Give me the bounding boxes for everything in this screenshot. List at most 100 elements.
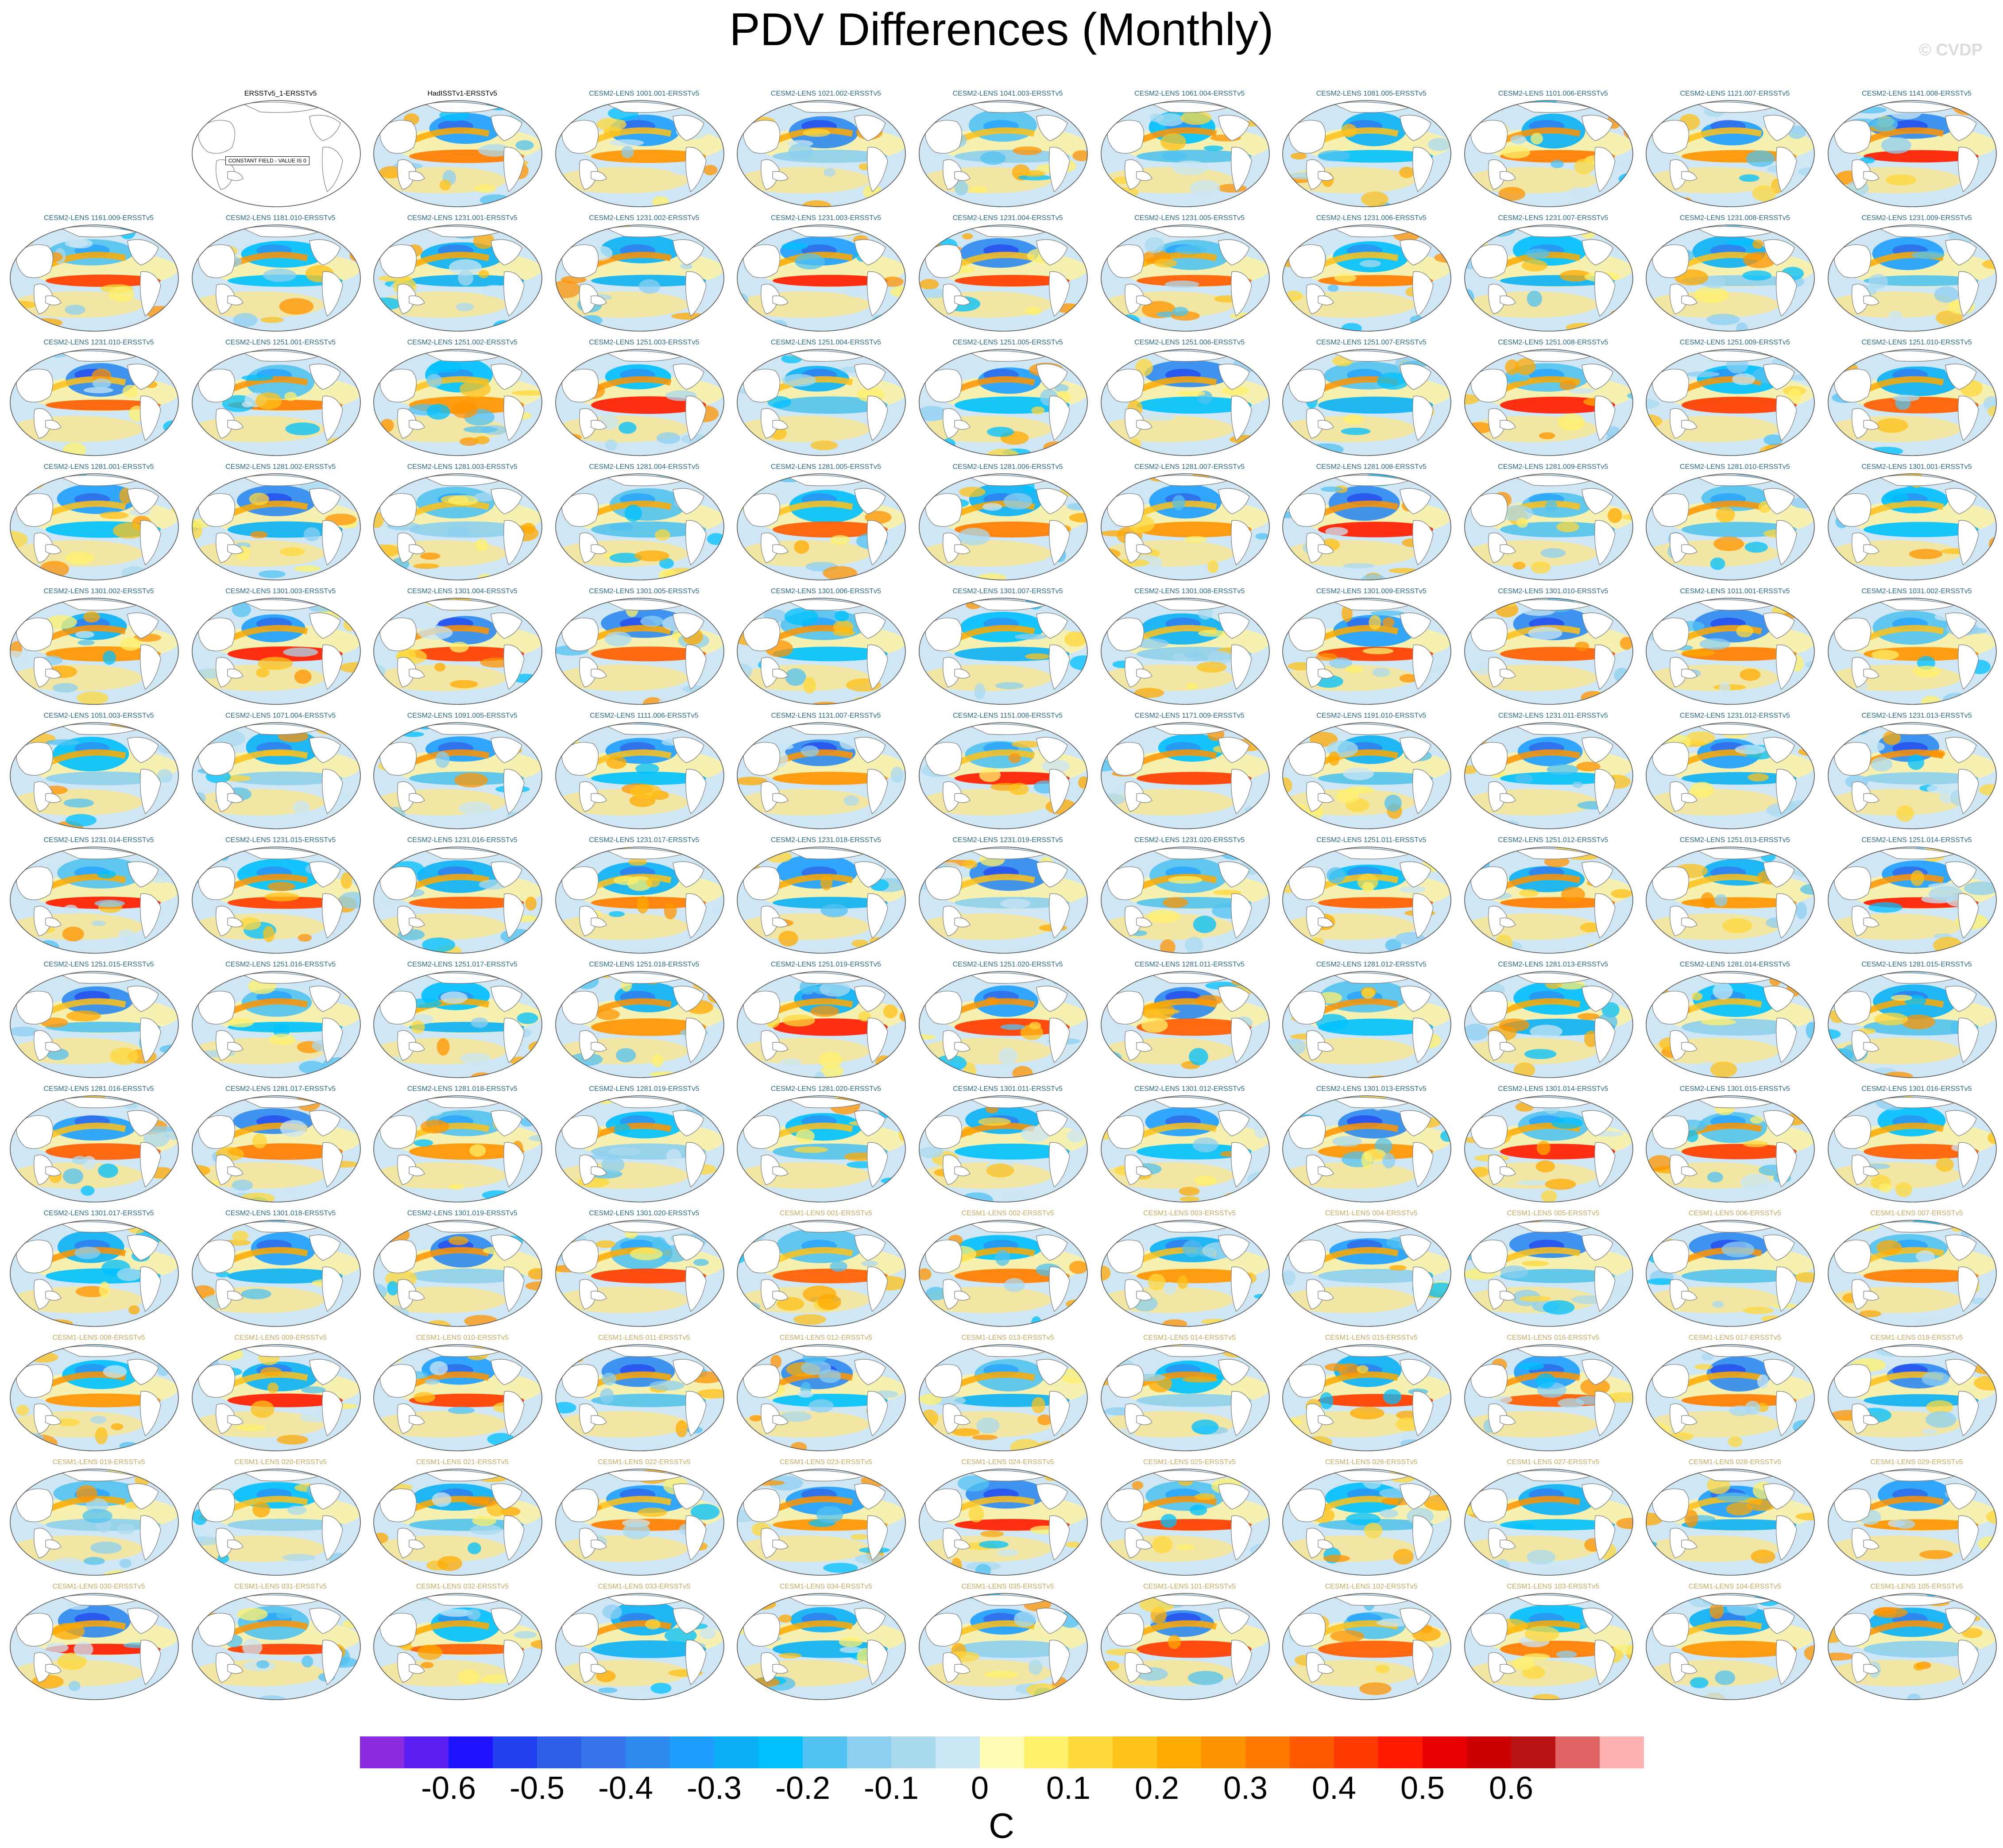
sst-difference-map (1646, 1593, 1815, 1700)
sst-difference-map (1100, 847, 1270, 954)
map-panel-title: CESM1-LENS 018-ERSSTv5 (1870, 1334, 1963, 1342)
map-panel-title: CESM2-LENS 1231.010-ERSSTv5 (43, 339, 154, 346)
colorbar-swatch (1600, 1736, 1644, 1768)
map-panel: CESM2-LENS 1111.006-ERSSTv5 (553, 712, 735, 836)
sst-difference-map (737, 224, 906, 332)
sst-difference-map (1282, 598, 1451, 705)
map-panel: CESM1-LENS 011-ERSSTv5 (553, 1334, 735, 1458)
map-panel: CESM1-LENS 013-ERSSTv5 (917, 1334, 1098, 1458)
sst-difference-map (10, 1469, 179, 1576)
map-panel: CESM1-LENS 105-ERSSTv5 (1826, 1583, 2003, 1707)
map-panel-title: CESM2-LENS 1231.009-ERSSTv5 (1861, 214, 1972, 222)
map-panel-title: CESM1-LENS 031-ERSSTv5 (234, 1583, 327, 1590)
colorbar-swatch (1334, 1736, 1378, 1768)
sst-difference-map (1828, 971, 1997, 1078)
map-panel-title: CESM1-LENS 002-ERSSTv5 (961, 1210, 1054, 1217)
map-panel: CESM2-LENS 1101.006-ERSSTv5 (1462, 90, 1644, 214)
map-panel-title: CESM1-LENS 027-ERSSTv5 (1507, 1458, 1600, 1466)
sst-difference-map (919, 1220, 1088, 1327)
map-panel: CESM2-LENS 1231.006-ERSSTv5 (1280, 214, 1462, 338)
sst-difference-map (555, 1220, 724, 1327)
map-panel: CESM2-LENS 1251.014-ERSSTv5 (1826, 836, 2003, 960)
sst-difference-map (1464, 1220, 1633, 1327)
sst-difference-map (1646, 349, 1815, 456)
map-panel-title: CESM2-LENS 1251.004-ERSSTv5 (770, 339, 881, 346)
colorbar (360, 1736, 1644, 1768)
map-panel-title: CESM2-LENS 1281.014-ERSSTv5 (1679, 961, 1790, 968)
map-panel: CESM2-LENS 1281.009-ERSSTv5 (1462, 463, 1644, 587)
map-panel-title: CESM1-LENS 022-ERSSTv5 (598, 1458, 691, 1466)
map-panel: CESM1-LENS 010-ERSSTv5 (371, 1334, 553, 1458)
map-panel-title: CESM1-LENS 030-ERSSTv5 (52, 1583, 145, 1590)
map-panel: CESM2-LENS 1281.011-ERSSTv5 (1099, 961, 1280, 1085)
colorbar-swatch (936, 1736, 980, 1768)
map-panel-title: CESM2-LENS 1231.002-ERSSTv5 (589, 214, 700, 222)
map-panel: CESM2-LENS 1301.005-ERSSTv5 (553, 588, 735, 711)
colorbar-swatch (449, 1736, 493, 1768)
map-panel: CESM1-LENS 001-ERSSTv5 (735, 1210, 916, 1334)
map-panel-title: CESM2-LENS 1281.003-ERSSTv5 (407, 463, 518, 471)
map-panel: CESM2-LENS 1281.014-ERSSTv5 (1644, 961, 1825, 1085)
colorbar-swatch (493, 1736, 537, 1768)
map-panel-title: CESM1-LENS 016-ERSSTv5 (1507, 1334, 1600, 1342)
sst-difference-map (191, 1469, 361, 1576)
sst-difference-map (1464, 971, 1633, 1078)
map-panel-title: CESM1-LENS 020-ERSSTv5 (234, 1458, 327, 1466)
map-panel: CESM2-LENS 1281.004-ERSSTv5 (553, 463, 735, 587)
sst-difference-map (555, 224, 724, 332)
sst-difference-map (191, 971, 361, 1078)
sst-difference-map (555, 1095, 724, 1202)
sst-difference-map (191, 349, 361, 456)
sst-difference-map (737, 1344, 906, 1451)
sst-difference-map (1646, 100, 1815, 207)
colorbar-swatch (714, 1736, 758, 1768)
sst-difference-map (1100, 971, 1270, 1078)
map-panel-title: CESM1-LENS 024-ERSSTv5 (961, 1458, 1054, 1466)
map-panel-title: CESM1-LENS 025-ERSSTv5 (1143, 1458, 1236, 1466)
colorbar-swatch (980, 1736, 1024, 1768)
sst-difference-map (1464, 1095, 1633, 1202)
map-panel: CESM2-LENS 1251.002-ERSSTv5 (371, 339, 553, 463)
sst-difference-map (1828, 722, 1997, 829)
colorbar-swatch (581, 1736, 626, 1768)
map-panel: CESM2-LENS 1281.012-ERSSTv5 (1280, 961, 1462, 1085)
map-panel-title: CESM2-LENS 1231.008-ERSSTv5 (1679, 214, 1790, 222)
sst-difference-map (555, 473, 724, 580)
colorbar-tick-label: 0.6 (1489, 1771, 1534, 1806)
map-panel: CESM2-LENS 1231.013-ERSSTv5 (1826, 712, 2003, 836)
sst-difference-map (373, 1220, 542, 1327)
sst-difference-map (555, 1593, 724, 1700)
map-panel-title: CESM2-LENS 1171.009-ERSSTv5 (1134, 712, 1245, 719)
map-panel-title: CESM2-LENS 1281.005-ERSSTv5 (770, 463, 881, 471)
sst-difference-map (191, 100, 361, 207)
sst-difference-map (191, 1593, 361, 1700)
sst-difference-map (191, 473, 361, 580)
map-panel-title: CESM2-LENS 1131.007-ERSSTv5 (771, 712, 881, 719)
sst-difference-map (1100, 1344, 1270, 1451)
sst-difference-map (191, 1344, 361, 1451)
map-panel: CESM2-LENS 1251.005-ERSSTv5 (917, 339, 1098, 463)
sst-difference-map (555, 971, 724, 1078)
sst-difference-map (1646, 1344, 1815, 1451)
sst-difference-map (1282, 224, 1451, 332)
map-panel: CESM2-LENS 1231.002-ERSSTv5 (553, 214, 735, 338)
map-panel: CESM2-LENS 1281.001-ERSSTv5 (8, 463, 189, 587)
map-panel: CESM2-LENS 1231.015-ERSSTv5 (190, 836, 371, 960)
sst-difference-map (1282, 1095, 1451, 1202)
map-panel: CESM1-LENS 103-ERSSTv5 (1462, 1583, 1644, 1707)
colorbar-tick-label: -0.2 (775, 1771, 831, 1806)
map-panel-title: CESM2-LENS 1301.015-ERSSTv5 (1679, 1085, 1790, 1093)
map-panel: CESM2-LENS 1251.004-ERSSTv5 (735, 339, 916, 463)
sst-difference-map (1464, 100, 1633, 207)
map-panel-title: CESM1-LENS 014-ERSSTv5 (1143, 1334, 1236, 1342)
map-panel: CESM2-LENS 1231.009-ERSSTv5 (1826, 214, 2003, 338)
map-panel-title: CESM2-LENS 1091.005-ERSSTv5 (407, 712, 518, 719)
map-panel: CESM2-LENS 1011.001-ERSSTv5 (1644, 588, 1825, 711)
sst-difference-map (1100, 224, 1270, 332)
sst-difference-map (191, 722, 361, 829)
map-panel: CESM2-LENS 1231.008-ERSSTv5 (1644, 214, 1825, 338)
map-panel: CESM2-LENS 1231.012-ERSSTv5 (1644, 712, 1825, 836)
map-panel: CESM2-LENS 1231.019-ERSSTv5 (917, 836, 1098, 960)
map-panel: CESM2-LENS 1231.020-ERSSTv5 (1099, 836, 1280, 960)
map-panel: CESM1-LENS 029-ERSSTv5 (1826, 1458, 2003, 1582)
